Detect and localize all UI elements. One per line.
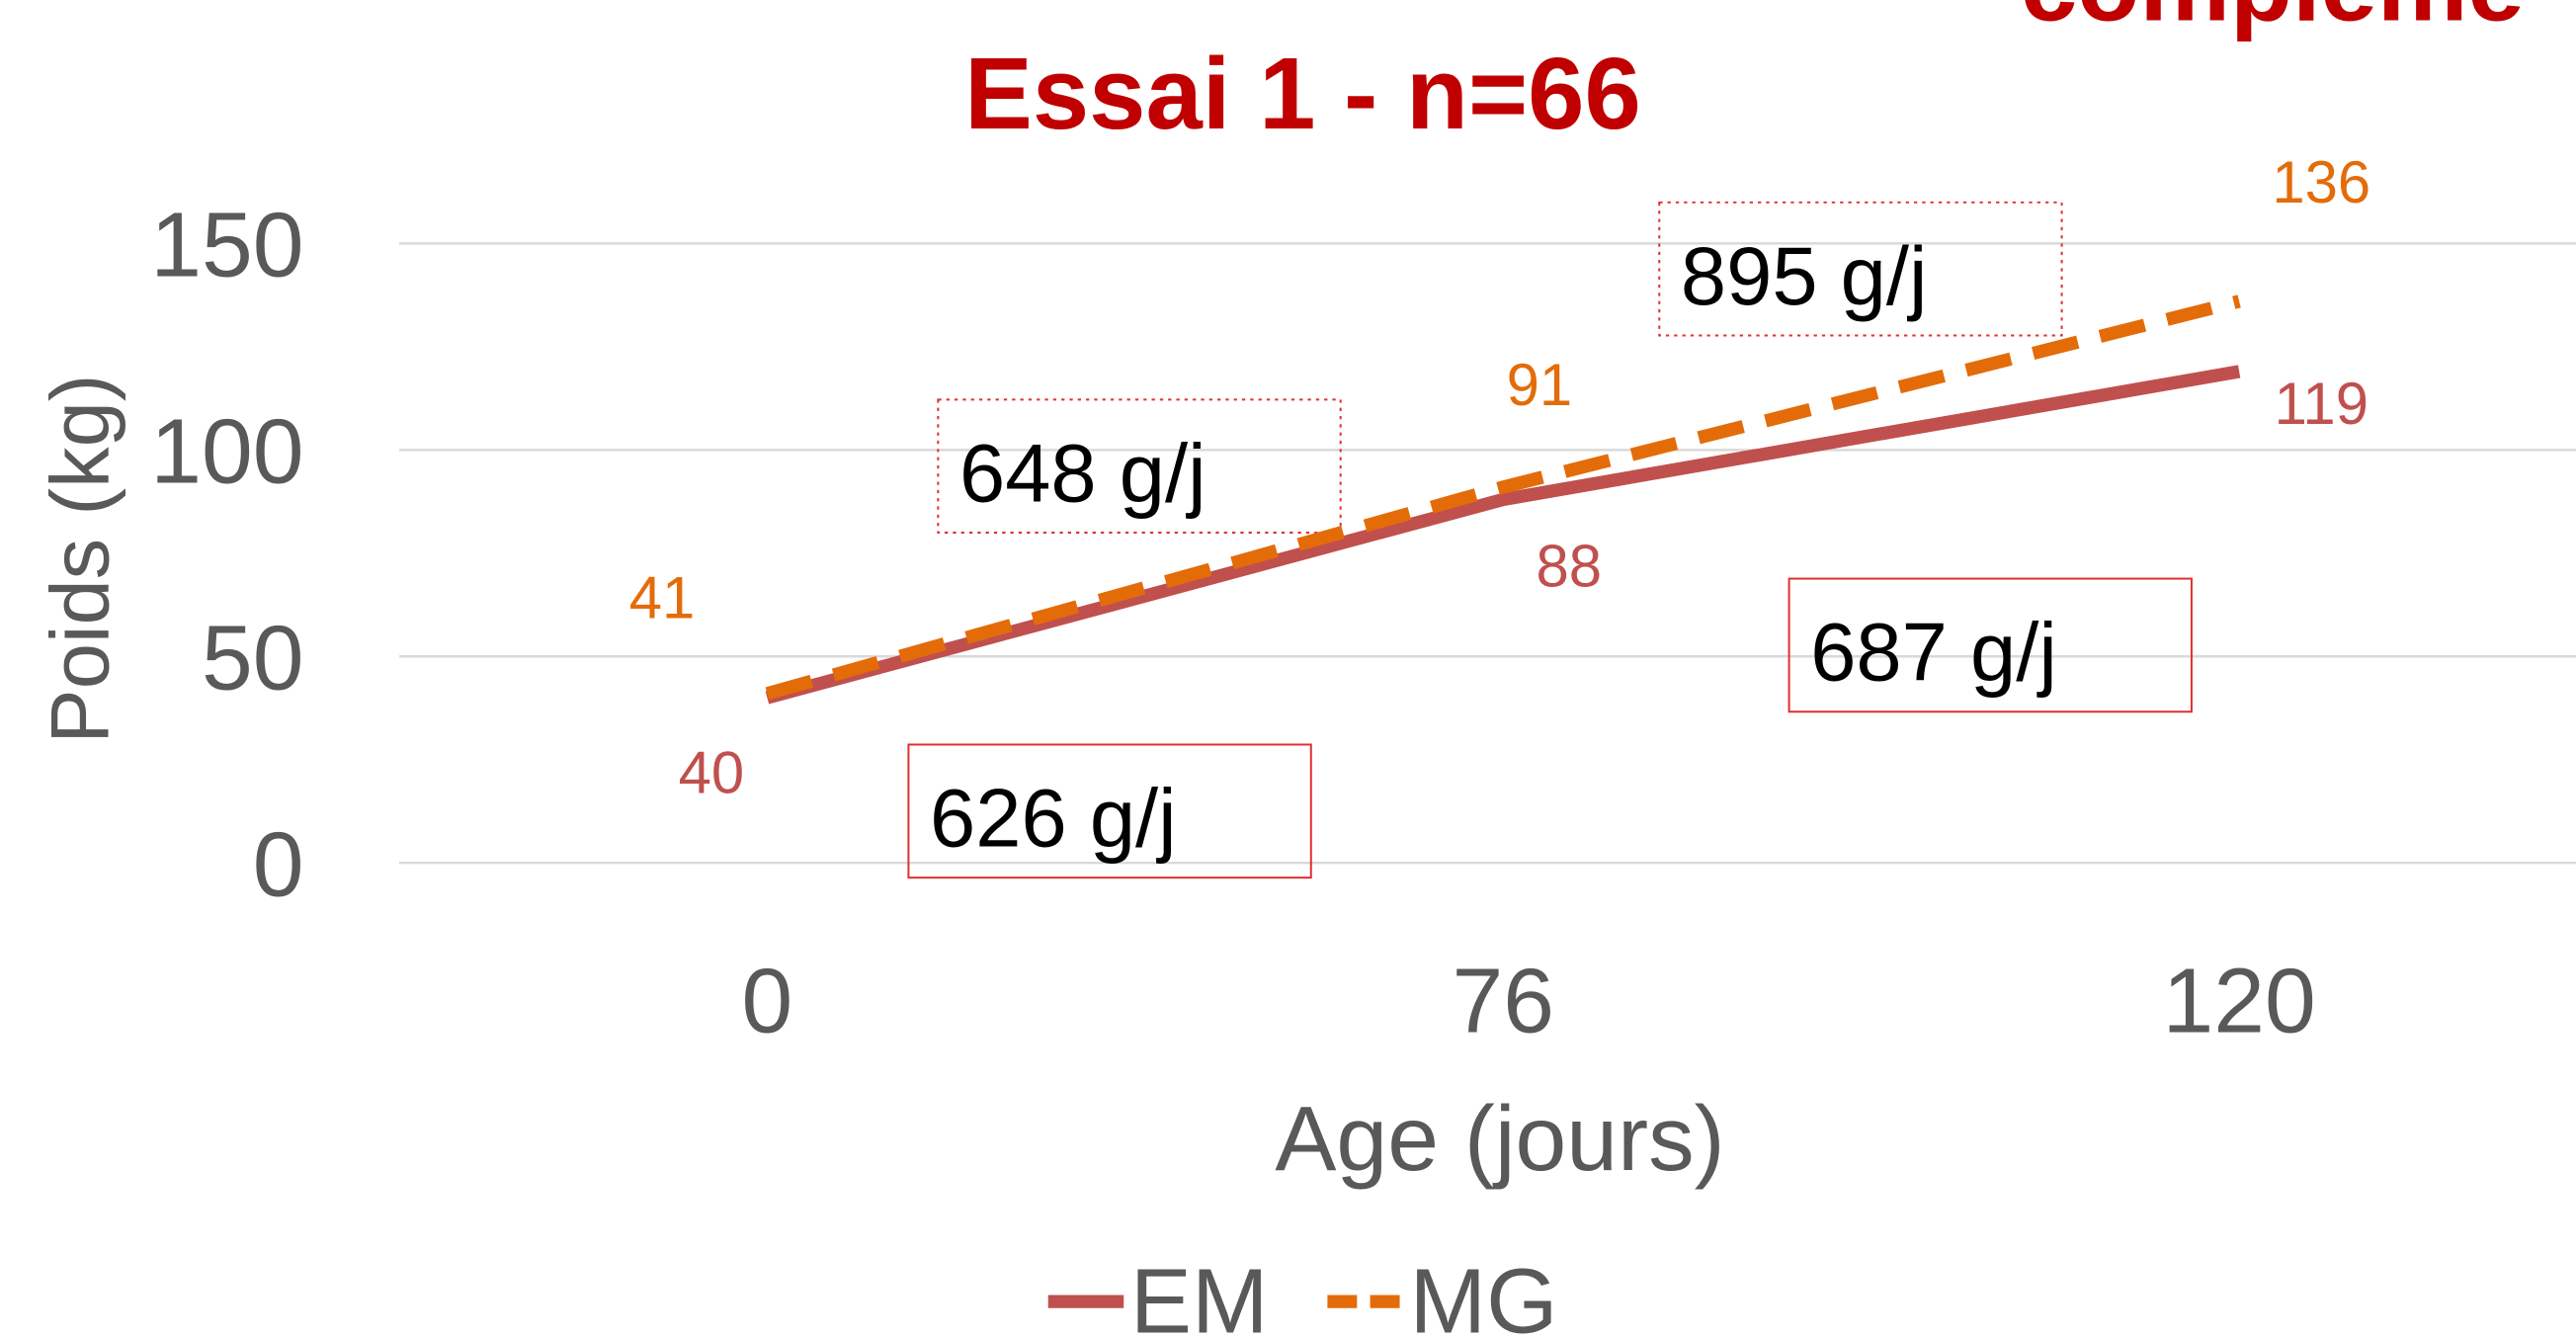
y-axis-title: Poids (kg) (35, 375, 126, 744)
annotation: 687 g/j (1810, 607, 2057, 699)
x-tick-label: 0 (742, 949, 793, 1051)
annotation-box (907, 743, 1312, 879)
x-tick-label: 120 (2162, 949, 2315, 1051)
data-label: 88 (1537, 534, 1603, 600)
annotation: 895 g/j (1681, 230, 1928, 322)
legend-label: MG (1410, 1250, 1558, 1338)
legend-label: EM (1130, 1250, 1269, 1338)
y-tick-label: 50 (202, 607, 304, 710)
annotation-box (937, 398, 1342, 534)
data-label: 136 (2272, 149, 2370, 215)
chart-title: Essai 1 - n=66 (964, 37, 1641, 150)
y-tick-label: 0 (253, 812, 304, 915)
corner-text: compleme (2021, 0, 2525, 42)
x-tick-label: 76 (1453, 949, 1555, 1051)
annotation-box (1787, 577, 2193, 713)
data-label: 91 (1507, 352, 1573, 418)
annotation: 626 g/j (930, 773, 1177, 865)
series-line (765, 365, 2241, 705)
annotation: 648 g/j (959, 427, 1206, 519)
x-axis-title: Age (jours) (1275, 1087, 1724, 1190)
y-tick-label: 150 (150, 194, 303, 296)
series-line (765, 294, 2241, 701)
y-tick-label: 100 (150, 400, 303, 503)
annotation-box (1658, 201, 2063, 337)
data-label: 119 (2275, 371, 2368, 437)
data-label: 40 (679, 739, 745, 805)
data-label: 41 (629, 564, 696, 630)
